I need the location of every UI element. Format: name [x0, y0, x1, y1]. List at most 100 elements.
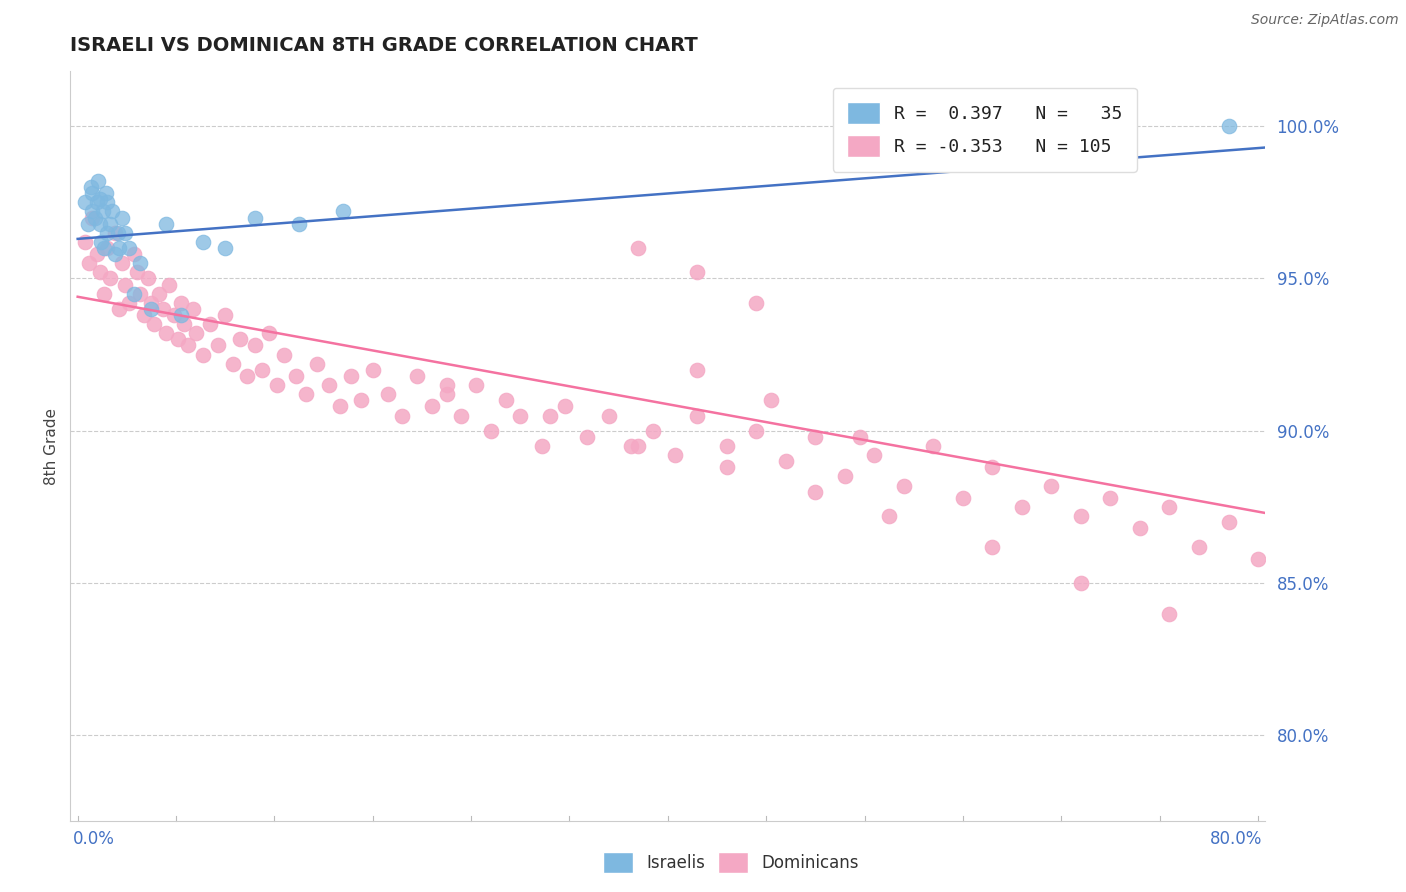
Point	[170, 308, 193, 322]
Point	[111, 211, 134, 225]
Point	[86, 195, 108, 210]
Point	[531, 439, 554, 453]
Point	[243, 211, 266, 225]
Point	[107, 226, 129, 240]
Point	[80, 180, 103, 194]
Point	[152, 301, 174, 316]
Point	[82, 186, 104, 201]
Point	[745, 296, 768, 310]
Point	[538, 409, 561, 423]
Text: 0.0%: 0.0%	[73, 830, 115, 847]
Point	[877, 509, 900, 524]
Point	[804, 430, 827, 444]
Point	[745, 424, 768, 438]
Point	[89, 192, 111, 206]
Point	[1188, 540, 1211, 554]
Point	[167, 332, 190, 346]
Point	[200, 317, 222, 331]
Legend: Israelis, Dominicans: Israelis, Dominicans	[596, 846, 866, 880]
Point	[436, 387, 458, 401]
Point	[686, 363, 709, 377]
Point	[1218, 515, 1240, 529]
Point	[716, 460, 738, 475]
Point	[339, 368, 361, 383]
Point	[96, 226, 118, 240]
Point	[305, 357, 328, 371]
Point	[406, 368, 429, 383]
Point	[181, 301, 204, 316]
Point	[103, 247, 125, 261]
Point	[1011, 500, 1033, 514]
Point	[93, 286, 115, 301]
Point	[91, 204, 114, 219]
Point	[332, 204, 354, 219]
Point	[863, 448, 886, 462]
Point	[96, 241, 118, 255]
Y-axis label: 8th Grade: 8th Grade	[44, 408, 59, 484]
Point	[177, 338, 200, 352]
Point	[73, 235, 96, 249]
Point	[143, 317, 166, 331]
Point	[1070, 509, 1092, 524]
Point	[128, 286, 150, 301]
Point	[94, 186, 117, 201]
Point	[1247, 551, 1270, 566]
Point	[627, 439, 650, 453]
Point	[1070, 576, 1092, 591]
Point	[108, 241, 131, 255]
Point	[100, 204, 122, 219]
Point	[98, 217, 121, 231]
Point	[173, 317, 195, 331]
Point	[229, 332, 252, 346]
Point	[288, 217, 311, 231]
Point	[620, 439, 643, 453]
Point	[329, 400, 352, 414]
Point	[759, 393, 782, 408]
Point	[250, 363, 273, 377]
Point	[686, 409, 709, 423]
Point	[214, 241, 236, 255]
Point	[295, 387, 318, 401]
Point	[377, 387, 399, 401]
Point	[259, 326, 281, 341]
Point	[804, 484, 827, 499]
Point	[643, 424, 665, 438]
Point	[82, 204, 104, 219]
Point	[96, 195, 118, 210]
Point	[93, 241, 115, 255]
Point	[1129, 521, 1152, 535]
Point	[1099, 491, 1122, 505]
Point	[1040, 478, 1063, 492]
Point	[86, 247, 108, 261]
Point	[87, 174, 110, 188]
Point	[148, 286, 170, 301]
Text: Source: ZipAtlas.com: Source: ZipAtlas.com	[1251, 13, 1399, 28]
Point	[361, 363, 384, 377]
Point	[243, 338, 266, 352]
Point	[1218, 119, 1240, 133]
Point	[893, 478, 915, 492]
Point	[162, 308, 184, 322]
Point	[350, 393, 373, 408]
Point	[436, 378, 458, 392]
Point	[214, 308, 236, 322]
Point	[1159, 500, 1181, 514]
Text: ISRAELI VS DOMINICAN 8TH GRADE CORRELATION CHART: ISRAELI VS DOMINICAN 8TH GRADE CORRELATI…	[70, 36, 697, 54]
Point	[103, 226, 125, 240]
Point	[191, 235, 214, 249]
Point	[89, 217, 111, 231]
Point	[77, 217, 100, 231]
Point	[285, 368, 308, 383]
Point	[981, 460, 1004, 475]
Point	[155, 326, 177, 341]
Point	[981, 540, 1004, 554]
Point	[191, 348, 214, 362]
Point	[391, 409, 413, 423]
Point	[664, 448, 686, 462]
Point	[90, 235, 112, 249]
Point	[465, 378, 488, 392]
Point	[686, 265, 709, 279]
Point	[111, 256, 134, 270]
Point	[118, 241, 141, 255]
Text: 80.0%: 80.0%	[1211, 830, 1263, 847]
